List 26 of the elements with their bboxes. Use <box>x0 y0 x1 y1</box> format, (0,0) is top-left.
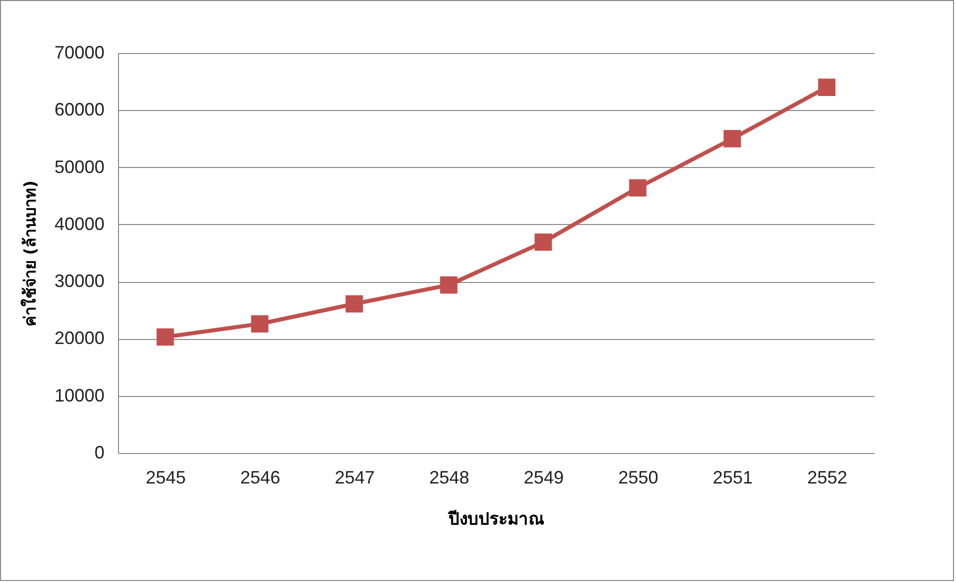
y-tick-label: 0 <box>94 442 104 462</box>
point <box>346 295 363 313</box>
y-tick-label: 30000 <box>54 271 104 292</box>
x-tick-label: 2552 <box>807 468 848 488</box>
x-tick-label: 2547 <box>334 468 375 488</box>
x-tick-label: 2551 <box>712 468 753 488</box>
x-tick-label: 2549 <box>524 468 564 488</box>
point <box>251 315 268 333</box>
x-axis-title: ปีงบประมาณ <box>448 508 544 530</box>
x-tick-label: 2545 <box>146 468 186 488</box>
y-tick-label: 20000 <box>54 328 104 348</box>
y-tick-label: 40000 <box>54 214 104 234</box>
y-axis-title: ค่าใช้จ่าย (ล้านบาท) <box>20 180 40 327</box>
y-tick-label: 70000 <box>54 42 104 62</box>
point <box>534 233 552 251</box>
point <box>629 179 646 197</box>
point <box>818 78 836 96</box>
point <box>156 328 174 346</box>
point <box>440 276 458 294</box>
x-tick-label: 2548 <box>429 468 470 488</box>
y-tick-label: 60000 <box>54 100 104 120</box>
point <box>724 130 741 148</box>
y-tick-label: 50000 <box>54 156 104 177</box>
x-tick-label: 2546 <box>240 468 280 488</box>
x-tick-label: 2550 <box>618 468 658 488</box>
y-tick-label: 10000 <box>54 385 104 406</box>
